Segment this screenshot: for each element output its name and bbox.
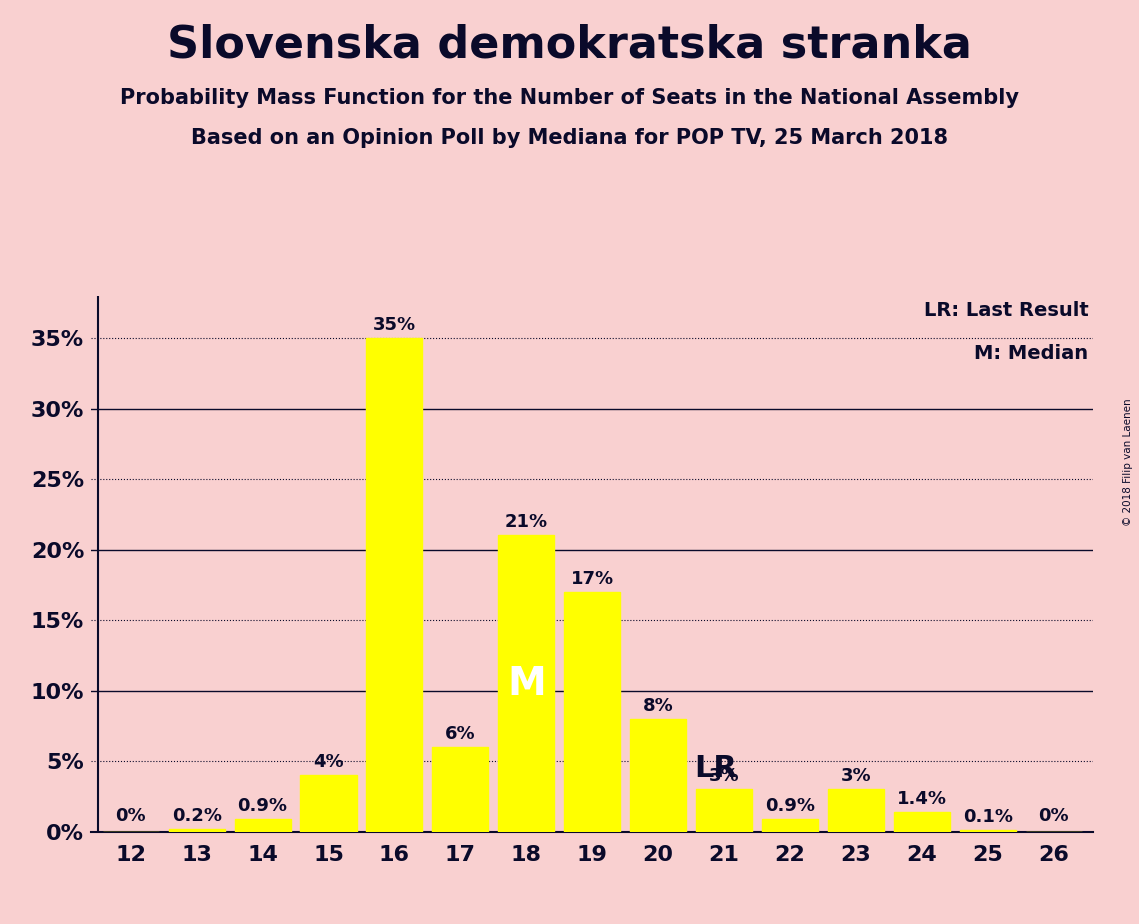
Bar (433, 747, 489, 832)
Bar (630, 719, 687, 832)
Text: 6%: 6% (445, 724, 476, 743)
Text: 0%: 0% (115, 807, 146, 824)
Text: 17%: 17% (571, 569, 614, 588)
Text: 3%: 3% (708, 767, 739, 785)
Text: 0%: 0% (1039, 807, 1070, 824)
Text: M: Median: M: Median (974, 344, 1089, 363)
Bar (564, 592, 621, 832)
Bar (367, 338, 423, 832)
Text: 0.1%: 0.1% (962, 808, 1013, 826)
Bar (235, 819, 290, 832)
Bar (762, 819, 818, 832)
Text: 3%: 3% (841, 767, 871, 785)
Bar (499, 535, 555, 832)
Bar (828, 789, 884, 832)
Text: Probability Mass Function for the Number of Seats in the National Assembly: Probability Mass Function for the Number… (120, 88, 1019, 108)
Text: 0.2%: 0.2% (172, 807, 222, 824)
Text: Based on an Opinion Poll by Mediana for POP TV, 25 March 2018: Based on an Opinion Poll by Mediana for … (191, 128, 948, 148)
Text: 4%: 4% (313, 753, 344, 771)
Text: 0.9%: 0.9% (765, 796, 816, 815)
Bar (169, 829, 224, 832)
Text: LR: LR (695, 754, 737, 783)
Text: © 2018 Filip van Laenen: © 2018 Filip van Laenen (1123, 398, 1133, 526)
Bar (894, 812, 950, 832)
Text: 35%: 35% (372, 316, 416, 334)
Bar (960, 830, 1016, 832)
Text: 8%: 8% (642, 697, 673, 714)
Text: 0.9%: 0.9% (238, 796, 287, 815)
Text: LR: Last Result: LR: Last Result (924, 301, 1089, 320)
Text: M: M (507, 664, 546, 702)
Bar (696, 789, 752, 832)
Text: 1.4%: 1.4% (898, 790, 947, 808)
Text: 21%: 21% (505, 513, 548, 531)
Text: Slovenska demokratska stranka: Slovenska demokratska stranka (167, 23, 972, 67)
Bar (301, 775, 357, 832)
